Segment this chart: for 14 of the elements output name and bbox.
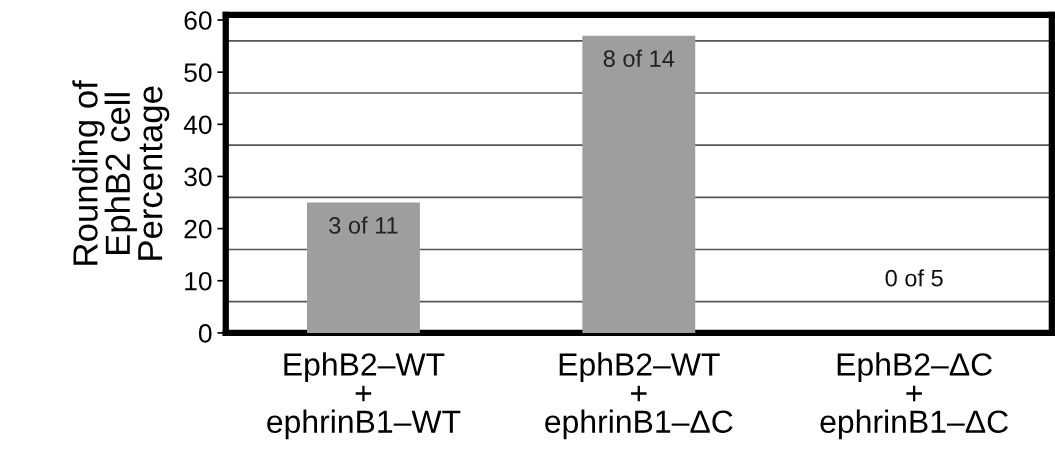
y-axis-title: Rounding of EphB2 cell Percentage [72,80,170,265]
y-tick-label: 60 [184,11,212,30]
x-tick-label: EphB2–ΔC + ephrinB1–ΔC [820,352,1008,440]
y-tick-label: 10 [185,271,212,291]
y-tick-label: 50 [184,63,212,82]
y-tick-label: 0 [198,324,212,343]
annotation: 8 of 14 [603,49,675,67]
x-tick-label: EphB2–WT + ephrinB1–ΔC [545,352,733,440]
annotation: 3 of 11 [329,216,398,234]
y-tick-label: 30 [184,167,212,187]
x-tick-label: EphB2–WT + ephrinB1–WT [267,352,461,440]
annotation: 0 of 5 [885,269,943,287]
y-tick-label: 40 [183,115,212,135]
y-tick-label: 20 [184,219,212,239]
